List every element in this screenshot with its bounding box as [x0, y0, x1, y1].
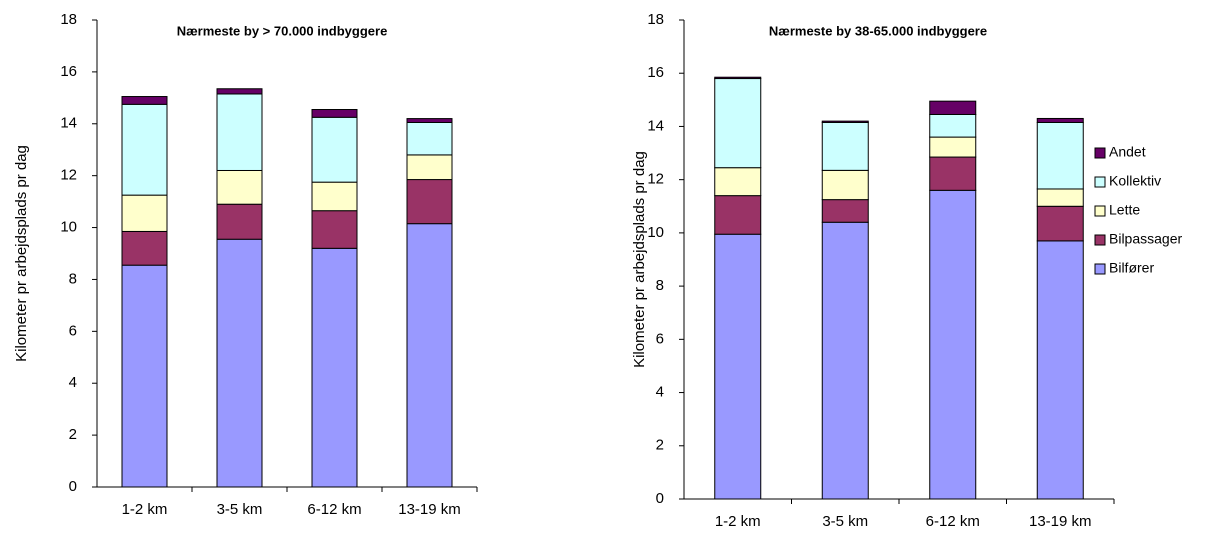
y-tick-label: 14	[60, 115, 77, 132]
y-tick-label: 0	[69, 478, 77, 495]
legend-label: Kollektiv	[1109, 173, 1161, 189]
y-tick-label: 18	[647, 11, 664, 28]
bar-segment	[121, 264, 168, 488]
y-axis-label: Kilometer pr arbejdsplads pr dag	[631, 151, 648, 368]
bar-segment	[121, 194, 168, 232]
legend-swatch	[1094, 147, 1106, 159]
legend-label: Bilpassager	[1109, 231, 1182, 247]
bar-segment	[406, 223, 453, 488]
bar-segment	[311, 116, 358, 183]
bar-segment	[121, 230, 168, 266]
y-tick-label: 14	[647, 117, 664, 134]
y-tick-label: 2	[656, 437, 664, 454]
bar-segment	[929, 100, 977, 115]
bar-segment	[216, 88, 263, 95]
y-axis-label: Kilometer pr arbejdsplads pr dag	[13, 145, 30, 362]
y-tick-label: 4	[656, 384, 664, 401]
x-tick-label: 1-2 km	[122, 501, 168, 518]
bar-segment	[929, 136, 977, 158]
bar-segment	[406, 118, 453, 123]
y-tick-label: 18	[60, 11, 77, 28]
bar-segment	[216, 169, 263, 205]
legend-label: Andet	[1109, 144, 1146, 160]
y-tick-label: 16	[647, 64, 664, 81]
x-tick-label: 1-2 km	[715, 513, 761, 530]
bar-segment	[406, 121, 453, 156]
y-tick-label: 8	[69, 270, 77, 287]
y-tick-label: 8	[656, 277, 664, 294]
bar-segment	[406, 154, 453, 181]
bar-segment	[311, 109, 358, 118]
x-tick-label: 13-19 km	[1029, 513, 1092, 530]
bar-segment	[311, 210, 358, 249]
bar-segment	[216, 203, 263, 240]
bar-segment	[216, 238, 263, 488]
chart-title: Nærmeste by 38-65.000 indbyggere	[769, 23, 987, 38]
bar-segment	[714, 76, 762, 80]
x-tick-label: 6-12 km	[926, 513, 980, 530]
bar-segment	[311, 247, 358, 488]
bar-segment	[821, 169, 869, 201]
bar-segment	[714, 233, 762, 500]
legend-swatch	[1094, 205, 1106, 217]
y-tick-label: 4	[69, 374, 77, 391]
bar-segment	[714, 167, 762, 197]
bar-segment	[821, 199, 869, 223]
bar-segment	[821, 121, 869, 171]
bar-segment	[714, 78, 762, 169]
bar-segment	[121, 103, 168, 196]
x-tick-label: 6-12 km	[307, 501, 361, 518]
x-tick-label: 3-5 km	[217, 501, 263, 518]
legend-label: Bilfører	[1109, 260, 1154, 276]
y-tick-label: 6	[656, 330, 664, 347]
y-tick-label: 0	[656, 490, 664, 507]
bar-segment	[121, 96, 168, 105]
legend-swatch	[1094, 176, 1106, 188]
y-tick-label: 12	[647, 171, 664, 188]
bar-segment	[216, 93, 263, 171]
bar-segment	[1036, 240, 1084, 500]
y-tick-label: 10	[60, 219, 77, 236]
x-tick-label: 13-19 km	[398, 501, 461, 518]
bar-segment	[1036, 117, 1084, 123]
bar-segment	[929, 156, 977, 191]
bar-segment	[821, 120, 869, 123]
bar-segment	[929, 113, 977, 138]
bar-segment	[406, 179, 453, 225]
y-tick-label: 2	[69, 426, 77, 443]
bar-segment	[1036, 205, 1084, 242]
legend-swatch	[1094, 263, 1106, 275]
y-tick-label: 6	[69, 322, 77, 339]
bar-segment	[311, 181, 358, 212]
bar-segment	[714, 195, 762, 235]
y-tick-label: 10	[647, 224, 664, 241]
legend-swatch	[1094, 234, 1106, 246]
y-tick-label: 16	[60, 63, 77, 80]
legend-label: Lette	[1109, 202, 1140, 218]
bar-segment	[1036, 121, 1084, 190]
chart-title: Nærmeste by > 70.000 indbyggere	[177, 23, 388, 38]
bar-segment	[1036, 188, 1084, 207]
x-tick-label: 3-5 km	[822, 513, 868, 530]
y-tick-label: 12	[60, 167, 77, 184]
bar-segment	[821, 221, 869, 500]
bar-segment	[929, 189, 977, 500]
